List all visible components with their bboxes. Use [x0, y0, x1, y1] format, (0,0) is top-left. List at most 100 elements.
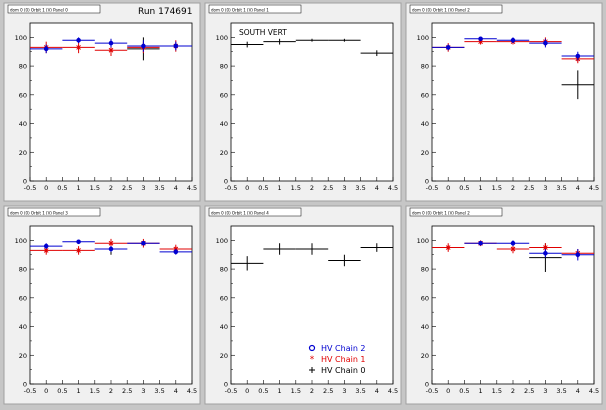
marker-circle [543, 250, 548, 256]
x-tick-label: 1.5 [291, 387, 301, 395]
x-tick-label: 0.5 [57, 387, 67, 395]
panel-5: dom 0 (0) Orbit 1 (V) Panel 2-0.5 0 0.5 1 1.… [405, 205, 603, 405]
marker-circle [108, 246, 114, 252]
panel-title: dom 0 (0) Orbit 1 (V) Panel 3 [10, 211, 68, 216]
x-tick-label: 2.5 [323, 387, 333, 395]
point-chain0 [360, 50, 393, 57]
y-tick-label: 60 [19, 91, 27, 99]
x-tick-label: 0.5 [57, 184, 67, 192]
x-tick-label: 2 [109, 184, 113, 192]
y-tick-label: 60 [220, 91, 228, 99]
x-tick-label: 3.5 [154, 184, 164, 192]
x-tick-label: 1 [278, 387, 282, 395]
x-tick-label: -0.5 [225, 387, 238, 395]
point-chain2 [529, 248, 562, 258]
point-chain2 [127, 40, 160, 52]
y-tick-label: 0 [23, 178, 27, 186]
panel-title-box [208, 4, 302, 14]
x-tick-label: 0 [44, 387, 48, 395]
legend-entry-chain0: HV Chain 0 [309, 366, 366, 375]
marker-star [76, 44, 81, 50]
panel-title: dom 0 (0) Orbit 1 (V) Panel 0 [10, 8, 68, 13]
point-chain1 [432, 243, 465, 252]
x-tick-label: -0.5 [24, 387, 37, 395]
y-tick-label: 80 [220, 63, 228, 71]
y-tick-label: 20 [421, 149, 429, 157]
point-chain1 [94, 238, 128, 248]
panel-1: dom 0 (0) Orbit 1 (V) Panel 1-0.5 0 0.5 1 1.… [204, 2, 402, 202]
legend: HV Chain 2 * HV Chain 1 HV Chain 0 [308, 344, 366, 375]
x-tick-label: 2.5 [323, 184, 333, 192]
point-chain0 [263, 38, 296, 45]
x-tick-label: 2.5 [524, 184, 534, 192]
marker-circle [478, 36, 483, 42]
y-tick-label: 20 [19, 352, 27, 360]
x-tick-label: 0.5 [459, 387, 469, 395]
x-tick-label: 1 [479, 184, 483, 192]
y-tick-label: 40 [220, 120, 228, 128]
marker-circle [43, 46, 49, 52]
panel-0: dom 0 (0) Orbit 1 (V) Panel 0-0.5 0 0.5 1 1.… [3, 2, 201, 202]
legend-marker-chain2 [308, 344, 316, 352]
x-tick-label: -0.5 [225, 184, 238, 192]
y-tick-label: 60 [421, 294, 429, 302]
panel-title: dom 0 (0) Orbit 1 (V) Panel 2 [412, 8, 470, 13]
x-tick-label: 3.5 [556, 387, 566, 395]
plot-frame [431, 22, 595, 182]
x-tick-label: 3.5 [154, 387, 164, 395]
x-tick-label: 4 [375, 184, 379, 192]
x-tick-label: 2 [511, 184, 515, 192]
marker-star [76, 247, 81, 253]
point-chain0 [295, 38, 329, 42]
y-tick-label: 80 [421, 63, 429, 71]
point-chain2 [561, 51, 594, 61]
legend-marker-chain1: * [310, 355, 315, 365]
x-tick-label: 4.5 [388, 184, 398, 192]
point-chain1 [62, 246, 95, 255]
x-tick-label: 4 [576, 387, 580, 395]
x-tick-label: 2 [511, 387, 515, 395]
marker-circle [141, 240, 146, 246]
y-tick-label: 60 [19, 294, 27, 302]
point-chain0 [328, 254, 361, 267]
legend-entry-chain1: * HV Chain 1 [310, 355, 366, 365]
point-chain2 [62, 239, 95, 245]
y-tick-label: 40 [19, 120, 27, 128]
y-tick-label: 60 [220, 294, 228, 302]
x-tick-label: 0 [44, 184, 48, 192]
point-chain2 [159, 248, 192, 255]
y-tick-label: 0 [23, 381, 27, 389]
x-tick-label: 0 [446, 184, 450, 192]
point-chain2 [94, 38, 128, 48]
x-tick-label: 1 [77, 387, 81, 395]
marker-star [510, 246, 516, 252]
point-chain0 [561, 70, 594, 100]
marker-star [108, 240, 114, 246]
x-tick-label: 4.5 [187, 387, 197, 395]
x-tick-label: 0.5 [258, 184, 268, 192]
point-chain0 [231, 256, 264, 271]
x-tick-label: 3.5 [355, 387, 365, 395]
x-tick-label: 1 [77, 184, 81, 192]
panel-title-box [7, 207, 101, 217]
point-chain1 [62, 41, 95, 54]
x-tick-label: 0.5 [459, 184, 469, 192]
x-tick-label: 2.5 [122, 387, 132, 395]
marker-star [108, 47, 114, 53]
point-chain2 [30, 44, 63, 54]
marker-circle [76, 239, 81, 245]
point-chain2 [30, 243, 63, 249]
run-label: Run 174691 [138, 7, 192, 17]
marker-circle [510, 240, 516, 246]
x-tick-label: 3 [342, 387, 346, 395]
point-chain2 [529, 38, 562, 48]
panel-annotation: SOUTH VERT [239, 28, 287, 37]
marker-circle [76, 37, 81, 43]
y-tick-label: 100 [417, 34, 429, 42]
x-tick-label: 3 [141, 184, 145, 192]
x-tick-label: 4 [375, 387, 379, 395]
point-chain2 [464, 240, 497, 246]
marker-circle [141, 43, 146, 49]
y-tick-label: 20 [19, 149, 27, 157]
